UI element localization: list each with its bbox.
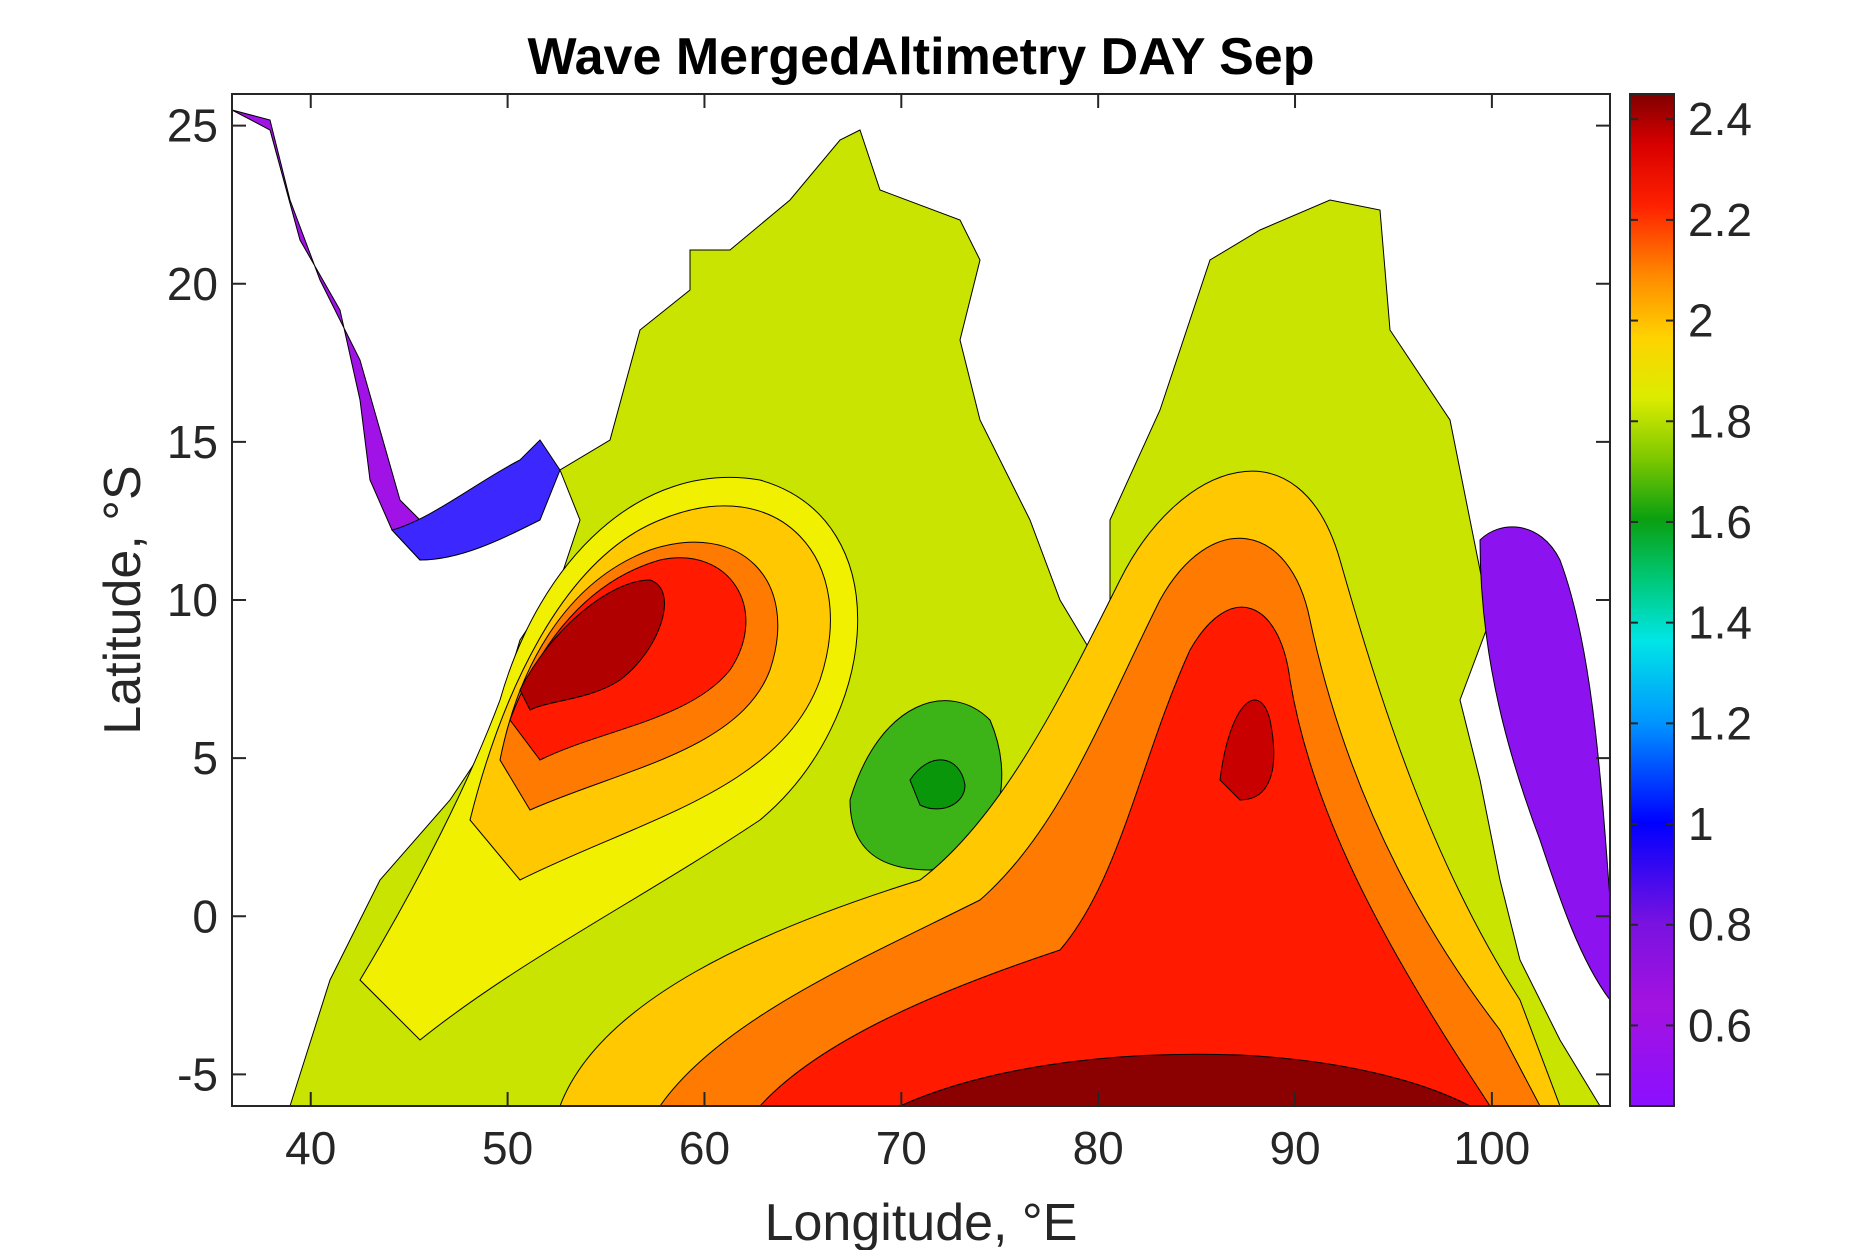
x-axis-label: Longitude, °E [765,1194,1078,1250]
y-tick-label: 20 [167,258,218,310]
colorbar-ticks: 0.6 0.8 1 1.2 1.4 1.6 1.8 2 2.2 2.4 [1630,93,1752,1051]
y-axis: -5 0 5 10 15 20 25 [167,100,1610,1100]
colorbar-tick-label: 0.8 [1688,899,1752,951]
colorbar-tick-label: 1.8 [1688,395,1752,447]
chart-title: Wave MergedAltimetry DAY Sep [527,28,1314,86]
bay-of-bengal-contour-3 [759,606,1491,1106]
gulf-of-aden [391,439,561,561]
y-tick-label: 25 [167,100,218,152]
y-tick-label: -5 [177,1048,218,1100]
y-tick-label: 10 [167,574,218,626]
colorbar-tick-label: 0.6 [1688,999,1752,1051]
x-tick-label: 50 [482,1122,533,1174]
colorbar-tick-label: 1.6 [1688,496,1752,548]
colorbar-tick-label: 2.4 [1688,93,1752,145]
x-tick-label: 80 [1073,1122,1124,1174]
x-tick-label: 40 [285,1122,336,1174]
x-axis: 40 50 60 70 80 90 100 [285,94,1530,1174]
southern-maximum [899,1053,1471,1106]
x-tick-label: 70 [876,1122,927,1174]
y-tick-label: 0 [192,890,218,942]
map-area [232,94,1610,1106]
x-tick-label: 100 [1454,1122,1531,1174]
colorbar-tick-label: 2 [1688,295,1714,347]
colorbar-tick-label: 1 [1688,798,1714,850]
colorbar [1629,93,1675,1107]
arabian-sea-maximum [519,579,665,711]
colorbar-tick-label: 1.4 [1688,597,1752,649]
y-tick-label: 5 [192,732,218,784]
y-axis-label: Latitude, °S [94,465,152,734]
maldives-minimum [909,759,966,810]
colorbar-tick-label: 1.2 [1688,697,1752,749]
y-tick-label: 15 [167,416,218,468]
colorbar-tick-label: 2.2 [1688,194,1752,246]
x-tick-label: 60 [679,1122,730,1174]
bay-of-bengal-maximum [1219,699,1275,801]
x-tick-label: 90 [1269,1122,1320,1174]
